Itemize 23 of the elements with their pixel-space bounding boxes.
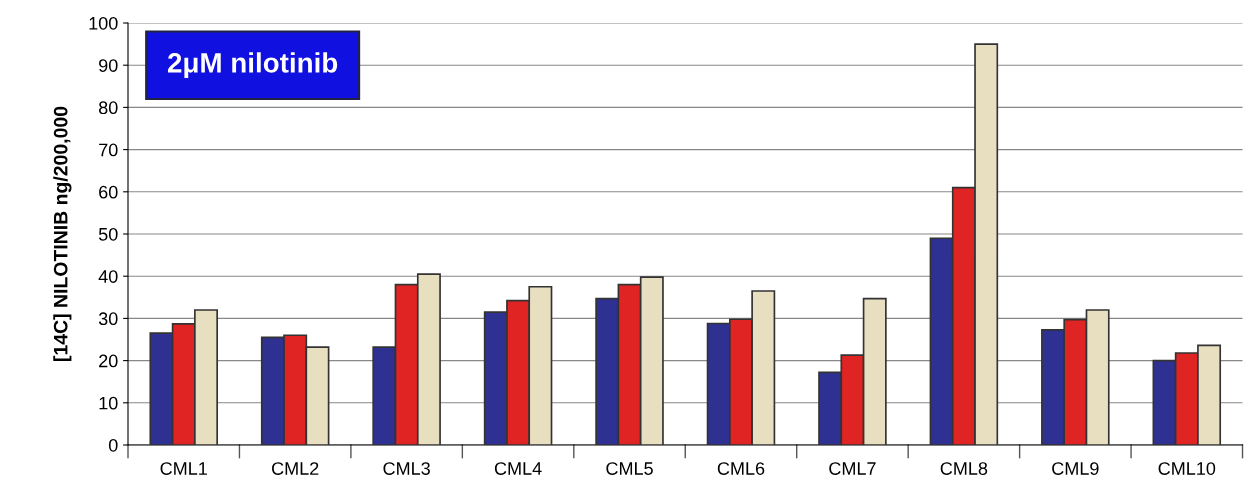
y-tick-label: 80 (98, 101, 118, 115)
y-tick-label: 30 (98, 312, 118, 326)
x-tick-label: CML10 (1158, 462, 1216, 475)
x-tick-label: CML5 (606, 462, 653, 475)
x-tick-label: CML4 (494, 462, 542, 475)
y-tick-label: 50 (98, 227, 118, 241)
x-tick-label: CML6 (717, 462, 765, 475)
y-tick-label: 100 (89, 16, 118, 30)
x-tick-label: CML7 (829, 462, 876, 475)
annotation: 2μM nilotinib (167, 52, 338, 79)
x-tick-label: CML1 (160, 462, 207, 475)
y-tick-label: 60 (99, 185, 118, 199)
y-tick-label: 70 (99, 143, 118, 157)
y-tick-label: 10 (99, 396, 118, 410)
x-tick-label: CML9 (1052, 462, 1099, 475)
y-tick-label: 0 (108, 438, 118, 452)
y-tick-label: 40 (98, 270, 118, 283)
x-tick-label: CML8 (940, 462, 988, 475)
x-tick-label: CML3 (383, 462, 430, 475)
y-axis-title: [14C] NILOTINIB ng/200,000 (53, 106, 72, 361)
x-tick-label: CML2 (272, 462, 319, 475)
y-tick-label: 90 (99, 59, 118, 72)
y-tick-label: 20 (99, 354, 118, 368)
